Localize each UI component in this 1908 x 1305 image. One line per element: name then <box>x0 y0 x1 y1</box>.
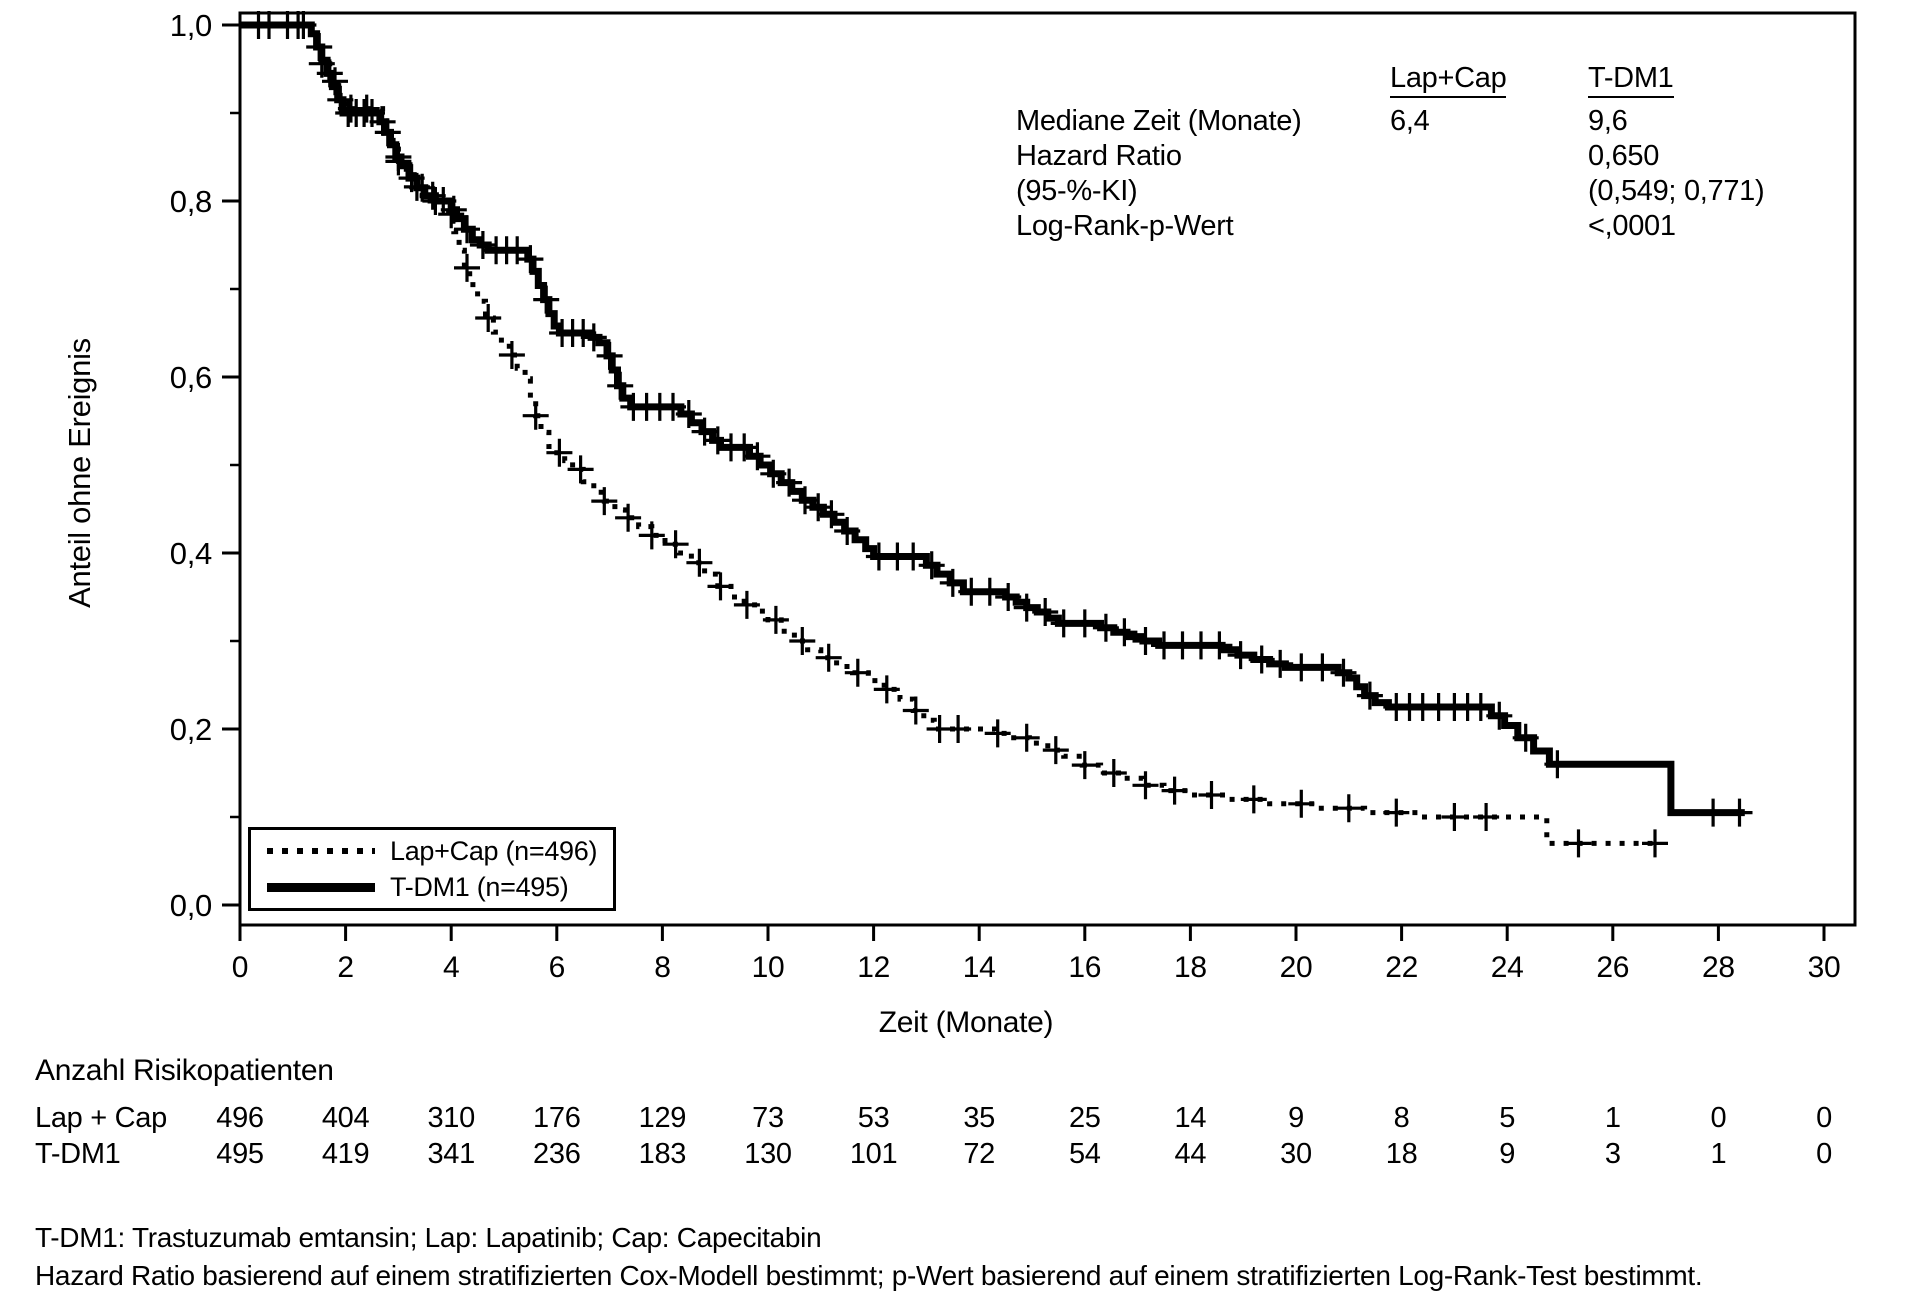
x-tick-label: 16 <box>1068 951 1101 984</box>
risk-value: 176 <box>533 1102 581 1134</box>
risk-value: 495 <box>216 1138 264 1170</box>
risk-value: 14 <box>1174 1102 1207 1134</box>
risk-value: 30 <box>1280 1138 1312 1170</box>
risk-value: 54 <box>1068 1138 1101 1170</box>
x-tick-label: 12 <box>857 951 890 984</box>
legend-label-tdm1: T-DM1 (n=495) <box>390 871 569 902</box>
stats-col-header-lapcap-text: Lap+Cap <box>1390 62 1507 98</box>
y-tick-label: 0,6 <box>170 360 212 395</box>
risk-row-label-lapcap: Lap + Cap <box>35 1102 167 1134</box>
x-tick-label: 10 <box>752 951 785 984</box>
risk-value: 9 <box>1288 1102 1304 1134</box>
x-tick-label: 28 <box>1702 951 1735 984</box>
stat-value-ci-tdm1: (0,549; 0,771) <box>1588 175 1765 207</box>
risk-value: 18 <box>1385 1138 1418 1170</box>
stat-value-hr-tdm1: 0,650 <box>1588 140 1660 172</box>
risk-value: 72 <box>963 1138 996 1170</box>
x-tick-label: 4 <box>443 951 459 984</box>
risk-value: 0 <box>1816 1138 1832 1170</box>
risk-value: 1 <box>1604 1102 1621 1134</box>
stats-values-lapcap: 6,4 <box>1390 104 1430 139</box>
censor-marks-tdm1 <box>245 11 1753 827</box>
risk-value: 53 <box>857 1102 890 1134</box>
y-axis-title: Anteil ohne Ereignis <box>62 338 97 608</box>
y-tick-label: 0,4 <box>170 536 212 571</box>
series-tdm1-curve <box>240 21 1745 817</box>
stat-label-hazard-ratio: Hazard Ratio <box>1016 140 1182 172</box>
stats-labels: Mediane Zeit (Monate) Hazard Ratio (95-%… <box>1016 104 1302 244</box>
x-axis-ticks: 0 2 4 6 8 10 12 14 16 18 20 22 24 26 28 30 <box>232 925 1841 984</box>
risk-value: 310 <box>427 1102 475 1134</box>
stat-value-median-tdm1: 9,6 <box>1588 105 1628 137</box>
stats-values-tdm1: 9,6 0,650 (0,549; 0,771) <,0001 <box>1588 104 1765 244</box>
stats-col-header-tdm1-text: T-DM1 <box>1588 62 1674 98</box>
x-tick-label: 30 <box>1808 951 1841 984</box>
x-tick-label: 26 <box>1596 951 1629 984</box>
stat-label-logrank: Log-Rank-p-Wert <box>1016 210 1234 242</box>
risk-value: 5 <box>1499 1102 1516 1134</box>
stat-value-median-lapcap: 6,4 <box>1390 105 1430 137</box>
legend: Lap+Cap (n=496) T-DM1 (n=495) <box>248 827 616 911</box>
risk-value: 0 <box>1710 1102 1727 1134</box>
risk-value: 101 <box>849 1138 898 1170</box>
x-tick-label: 8 <box>654 951 670 984</box>
risk-value: 341 <box>427 1138 475 1170</box>
y-tick-label: 1,0 <box>170 8 212 43</box>
censor-marks-lapcap <box>256 11 1668 858</box>
legend-item-lapcap: Lap+Cap (n=496) <box>251 835 613 866</box>
plot-frame <box>238 11 1857 927</box>
risk-value: 8 <box>1393 1102 1410 1134</box>
x-tick-label: 14 <box>963 951 996 984</box>
y-tick-label: 0,8 <box>170 184 212 219</box>
risk-table-title: Anzahl Risikopatienten <box>35 1054 334 1087</box>
risk-value: 419 <box>321 1138 370 1170</box>
risk-value: 44 <box>1174 1138 1207 1170</box>
series-lapcap-curve <box>240 22 1661 846</box>
risk-value: 404 <box>321 1102 370 1134</box>
risk-value: 130 <box>744 1138 792 1170</box>
risk-value: 129 <box>638 1102 687 1134</box>
stats-col-header-tdm1: T-DM1 <box>1588 62 1674 98</box>
legend-item-tdm1: T-DM1 (n=495) <box>251 871 613 902</box>
legend-solid-line-sample <box>267 882 375 892</box>
y-axis-ticks: 1,0 0,8 0,6 0,4 0,2 0,0 <box>170 8 240 923</box>
risk-value: 496 <box>216 1102 264 1134</box>
x-tick-label: 18 <box>1174 951 1207 984</box>
x-tick-label: 6 <box>549 951 565 984</box>
risk-value: 9 <box>1499 1138 1516 1170</box>
x-axis-title: Zeit (Monate) <box>878 1006 1054 1039</box>
x-tick-label: 22 <box>1385 951 1418 984</box>
stats-col-header-lapcap: Lap+Cap <box>1390 62 1507 98</box>
risk-value: 0 <box>1816 1102 1832 1134</box>
stat-label-ci: (95-%-KI) <box>1016 175 1138 207</box>
legend-dotted-line-sample <box>267 848 375 854</box>
stat-value-p-tdm1: <,0001 <box>1588 210 1676 242</box>
legend-label-lapcap: Lap+Cap (n=496) <box>390 835 598 866</box>
x-tick-label: 24 <box>1491 951 1524 984</box>
footnote-methods: Hazard Ratio basierend auf einem stratif… <box>35 1260 1703 1291</box>
risk-value: 73 <box>752 1102 784 1134</box>
x-tick-label: 20 <box>1280 951 1313 984</box>
risk-value: 236 <box>533 1138 581 1170</box>
risk-value: 35 <box>963 1102 996 1134</box>
risk-value: 3 <box>1604 1138 1621 1170</box>
km-plot: 1,00,80,60,40,20,00 2 4 6 8 10 12 14 16 18 20 22 24 2… <box>170 8 1857 984</box>
y-tick-label: 0,2 <box>170 712 212 747</box>
x-tick-label: 2 <box>337 951 353 984</box>
risk-value: 1 <box>1710 1138 1727 1170</box>
stat-label-median: Mediane Zeit (Monate) <box>1016 105 1302 137</box>
risk-value: 183 <box>638 1138 687 1170</box>
x-tick-label: 0 <box>232 951 248 984</box>
risk-value: 25 <box>1068 1102 1101 1134</box>
y-tick-label: 0,0 <box>170 888 212 923</box>
footnote-abbreviations: T-DM1: Trastuzumab emtansin; Lap: Lapati… <box>35 1222 822 1253</box>
risk-row-label-tdm1: T-DM1 <box>35 1138 121 1170</box>
